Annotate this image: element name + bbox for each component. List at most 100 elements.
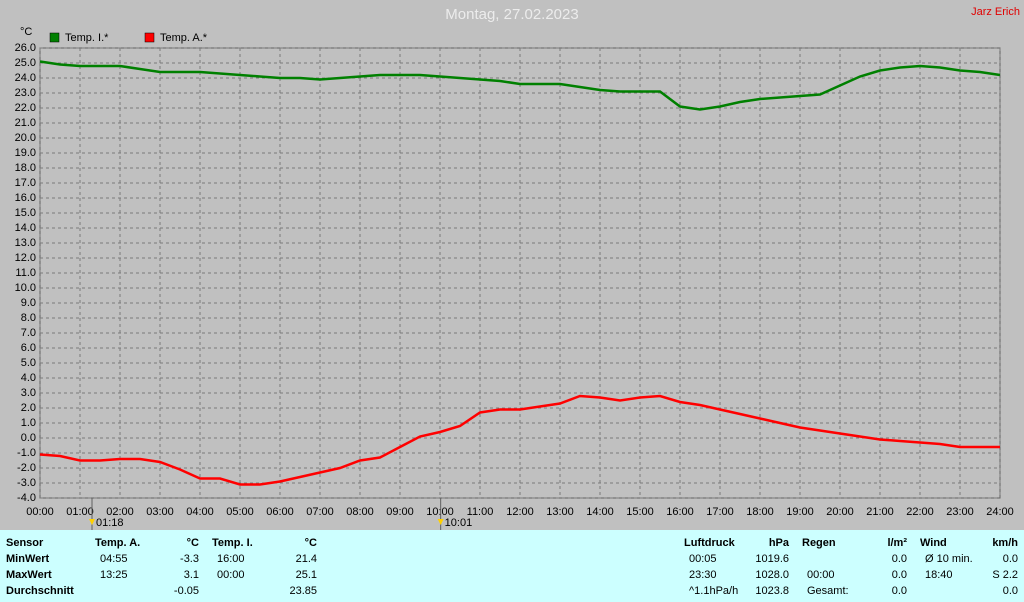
legend-label: Temp. I.* [65,32,109,44]
cell-time: 04:55 [100,553,128,565]
x-tick-label: 02:00 [106,506,134,518]
chart: Montag, 27.02.2023 Jarz Erich °C -4.0 -3.… [15,6,1020,530]
x-tick-label: 17:00 [706,506,734,518]
legend-swatch [144,32,155,43]
column-header: Temp. A. [95,537,141,549]
cell-value: 25.1 [295,569,317,581]
y-tick-label: 12.0 [15,252,36,264]
y-tick-label: 0.0 [21,432,36,444]
y-tick-label: 3.0 [21,387,36,399]
y-tick-label: 20.0 [15,132,36,144]
marker-icon [89,519,95,525]
x-tick-label: 11:00 [467,506,494,518]
marker-label: 01:18 [96,517,124,529]
y-tick-label: 18.0 [15,162,36,174]
cell-time: Ø 10 min. [925,553,973,565]
cell-value: 0.0 [891,569,907,581]
cell-value: 3.1 [183,569,199,581]
y-tick-label: 24.0 [15,72,36,84]
y-tick-label: 14.0 [15,222,36,234]
series-line [39,60,1001,111]
y-tick-label: 6.0 [21,342,36,354]
chart-title: Montag, 27.02.2023 [445,6,578,23]
cell-time: 18:40 [925,569,953,581]
cell-value: 23.85 [289,585,317,597]
y-tick-label: 15.0 [15,207,36,219]
y-tick-label: 1.0 [21,417,36,429]
y-tick-label: -3.0 [17,477,36,489]
column-header: Temp. I. [212,537,253,549]
cell-time: 00:00 [807,569,835,581]
y-tick-label: -1.0 [17,447,36,459]
series-line [39,394,1000,486]
x-tick-label: 13:00 [546,506,574,518]
x-tick-label: 23:00 [946,506,974,518]
y-tick-label: -4.0 [17,492,36,504]
column-unit: °C [186,537,199,549]
column-header: Regen [802,537,836,549]
cell-time: 16:00 [217,553,245,565]
x-tick-label: 24:00 [986,506,1014,518]
row-label: MinWert [6,553,50,565]
y-tick-label: 7.0 [21,327,36,339]
cell-value: 1023.8 [755,585,789,597]
cell-value: -3.3 [180,553,199,565]
legend-label: Temp. A.* [160,32,208,44]
cell-value: 0.0 [1002,553,1018,565]
x-tick-label: 06:00 [266,506,294,518]
x-tick-label: 08:00 [346,506,374,518]
legend-swatch [49,32,60,43]
y-tick-label: 10.0 [15,282,36,294]
x-tick-label: 07:00 [306,506,334,518]
marker-label: 10:01 [445,517,473,529]
cell-time: Gesamt: [807,585,849,597]
x-tick-label: 20:00 [826,506,854,518]
y-tick-label: -2.0 [17,462,36,474]
y-unit: °C [20,26,32,38]
cell-time: 13:25 [100,569,128,581]
column-header: Luftdruck [684,537,735,549]
y-tick-label: 2.0 [21,402,36,414]
summary-table: Sensor MinWert MaxWert Durchschnitt Temp. A.… [0,530,1024,602]
y-tick-label: 19.0 [15,147,36,159]
y-tick-label: 17.0 [15,177,36,189]
cell-value: 21.4 [295,553,317,565]
x-tick-label: 03:00 [146,506,174,518]
cell-value: 0.0 [1002,585,1018,597]
y-tick-label: 26.0 [15,42,36,54]
cell-value: S 2.2 [992,569,1018,581]
cell-value: -0.05 [173,585,199,597]
x-tick-label: 12:00 [506,506,534,518]
marker-icon [437,519,444,525]
x-tick-label: 15:00 [626,506,654,518]
x-tick-label: 14:00 [586,506,614,518]
x-tick-label: 21:00 [866,506,894,518]
y-tick-label: 23.0 [15,87,36,99]
y-tick-label: 9.0 [21,297,36,309]
column-unit: l/m² [887,537,907,549]
x-tick-label: 22:00 [906,506,934,518]
column-header: Wind [920,537,947,549]
cell-value: 1028.0 [755,569,789,581]
y-tick-label: 8.0 [21,312,36,324]
cell-value: 1019.6 [755,553,789,565]
x-tick-label: 00:00 [26,506,54,518]
cell-time: 00:05 [689,553,717,565]
cell-time: ^1.1hPa/h [689,585,739,597]
x-tick-label: 09:00 [386,506,414,518]
x-tick-label: 16:00 [666,506,694,518]
row-label: MaxWert [6,569,52,581]
author: Jarz Erich [971,6,1020,18]
x-tick-label: 01:00 [66,506,94,518]
x-tick-label: 19:00 [786,506,814,518]
y-tick-label: 21.0 [15,117,36,129]
column-unit: km/h [992,537,1018,549]
x-tick-label: 18:00 [746,506,774,518]
y-tick-label: 13.0 [15,237,36,249]
cell-value: 0.0 [891,553,907,565]
cell-time: 00:00 [217,569,245,581]
x-tick-label: 10:00 [426,506,454,518]
y-tick-label: 5.0 [21,357,36,369]
y-tick-label: 25.0 [15,57,36,69]
y-tick-label: 16.0 [15,192,36,204]
